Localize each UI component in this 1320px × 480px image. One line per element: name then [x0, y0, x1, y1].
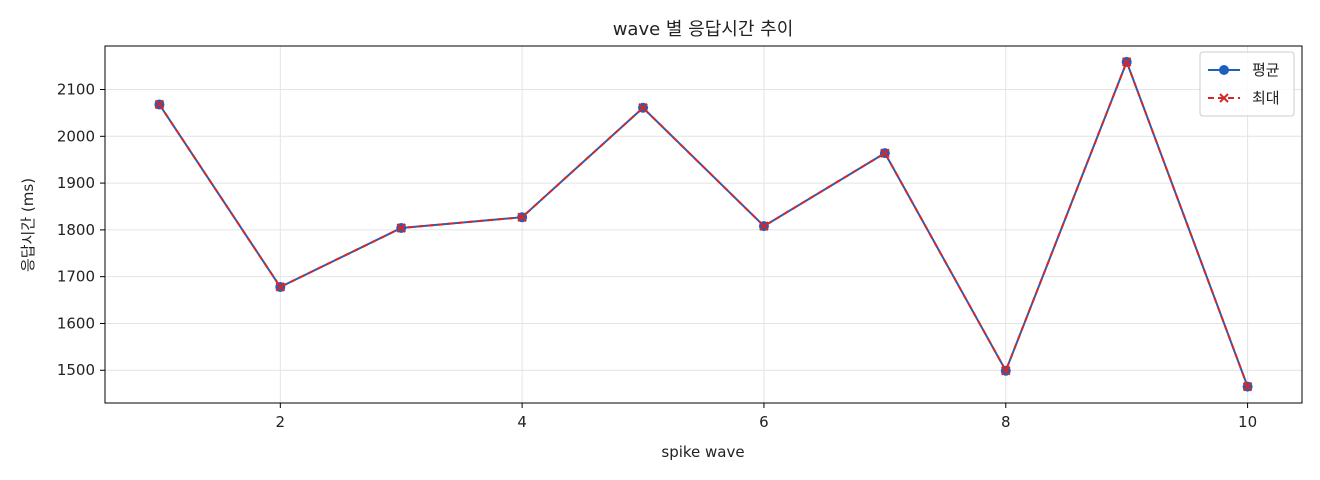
axis-ticks: 2 4 6 8 10 1500 1600 1700 1800 1900 2000 2100 [57, 81, 1257, 431]
chart-title: wave 별 응답시간 추이 [613, 19, 794, 40]
y-tick-label: 1800 [57, 221, 95, 239]
x-tick-label: 2 [276, 413, 286, 431]
y-tick-label: 1600 [57, 314, 95, 332]
x-tick-label: 6 [759, 413, 769, 431]
legend-label: 최대 [1252, 89, 1280, 107]
grid [105, 46, 1302, 403]
x-axis-title: spike wave [661, 443, 744, 461]
series-mean [154, 56, 1253, 392]
data-point [517, 212, 527, 222]
legend-box [1199, 51, 1295, 117]
data-point [1001, 366, 1011, 376]
y-axis-title: 응답시간 (ms) [19, 178, 37, 272]
series-line [158, 59, 1249, 387]
legend-marker [1219, 93, 1229, 103]
y-tick-label: 1900 [57, 174, 95, 192]
y-tick-label: 2100 [57, 81, 95, 99]
x-tick-label: 8 [1001, 413, 1011, 431]
data-point [638, 103, 648, 113]
series-layer [154, 56, 1253, 392]
data-point [880, 148, 890, 158]
data-point [275, 282, 286, 292]
y-tick-label: 1500 [57, 361, 95, 379]
x-tick-label: 4 [517, 413, 527, 431]
series-max [154, 57, 1253, 392]
legend-marker [1219, 65, 1229, 75]
data-point [759, 221, 769, 231]
legend-item: 최대 [1208, 89, 1280, 107]
series-line [158, 59, 1249, 387]
y-tick-label: 1700 [57, 268, 95, 286]
data-point [154, 99, 165, 110]
legend-item: 평균 [1208, 61, 1280, 79]
data-point [1121, 57, 1132, 67]
y-tick-label: 2000 [57, 127, 95, 145]
data-point [1242, 381, 1253, 392]
x-tick-label: 10 [1238, 413, 1257, 431]
plot-area-frame [104, 45, 1303, 404]
data-point [396, 223, 406, 233]
legend-label: 평균 [1252, 61, 1280, 79]
